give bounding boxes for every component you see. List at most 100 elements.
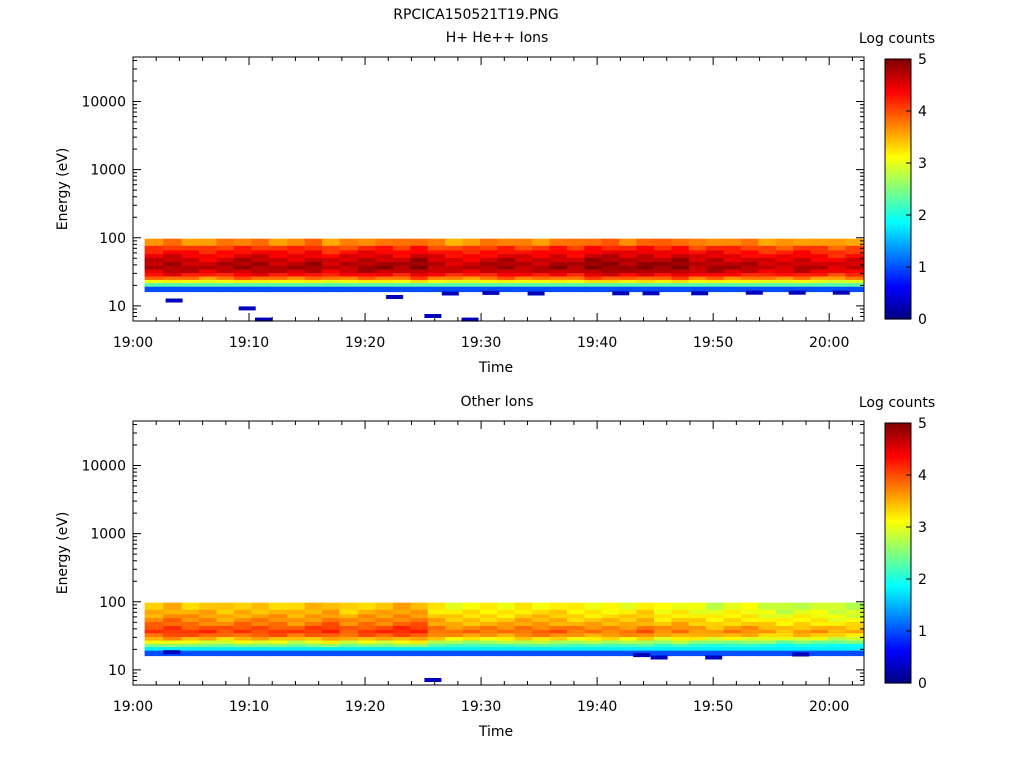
colorbar-segment (885, 251, 911, 255)
heatmap-cell (549, 238, 569, 246)
heatmap-cell (410, 261, 430, 266)
colorbar-segment (885, 92, 911, 96)
colorbar-tick-label: 1 (918, 260, 927, 276)
colorbar-segment (885, 228, 911, 232)
heatmap-cell (233, 632, 253, 637)
heatmap-cell (532, 286, 552, 293)
heatmap-cell (304, 640, 324, 644)
heatmap-cell (445, 282, 465, 287)
colorbar-segment (885, 259, 911, 263)
heatmap-cell (479, 650, 499, 657)
heatmap-cell (688, 253, 708, 258)
heatmap-cell (601, 282, 621, 287)
heatmap-cell (636, 625, 656, 630)
heatmap-cell (358, 268, 378, 273)
heatmap-cell (601, 257, 621, 262)
heatmap-cell (375, 261, 395, 266)
heatmap-cell (339, 238, 359, 246)
heatmap-cell (793, 636, 813, 641)
heatmap-cell (584, 245, 604, 251)
heatmap-cell (358, 253, 378, 258)
heatmap-cell (688, 632, 708, 637)
heatmap-cell (514, 238, 534, 246)
heatmap-cell (723, 621, 743, 626)
colorbar-tick-label: 0 (918, 312, 927, 328)
heatmap-cell (828, 268, 848, 273)
heatmap-cell (775, 257, 795, 262)
heatmap-cell (654, 621, 674, 626)
heatmap-cell (322, 636, 342, 641)
heatmap-cell (339, 265, 359, 270)
heatmap-cell (410, 609, 430, 615)
heatmap-cell (427, 643, 447, 648)
colorbar-segment (885, 495, 911, 499)
heatmap-cell (741, 282, 761, 287)
heatmap-cell (462, 265, 482, 270)
heatmap-cell (828, 279, 848, 284)
heatmap-cell (358, 282, 378, 287)
heatmap-cell (845, 253, 865, 258)
heatmap-cell (233, 646, 253, 651)
heatmap-cell (810, 257, 830, 262)
heatmap-cell (567, 650, 587, 657)
heatmap-cell (462, 629, 482, 634)
heatmap-cell (479, 621, 499, 626)
colorbar-segment (885, 303, 911, 307)
colorbar-segment (885, 144, 911, 148)
heatmap-cell (445, 279, 465, 284)
heatmap-cell (828, 265, 848, 270)
heatmap-cell (392, 643, 412, 648)
heatmap-cell (358, 613, 378, 619)
heatmap-cell (427, 245, 447, 251)
heatmap-cell (810, 602, 830, 610)
heatmap-cell (216, 650, 236, 657)
heatmap-cell (688, 261, 708, 266)
heatmap-cell (723, 617, 743, 622)
heatmap-cell (181, 282, 201, 287)
colorbar-segment (885, 636, 911, 640)
colorbar-segment (885, 581, 911, 585)
heatmap-cell (741, 629, 761, 634)
colorbar-tick-label: 4 (918, 104, 927, 120)
colorbar-segment (885, 150, 911, 154)
heatmap-cell (462, 643, 482, 648)
heatmap-cell (375, 617, 395, 622)
colorbar-frame (884, 422, 912, 684)
heatmap-cell (636, 643, 656, 648)
heatmap-cell (181, 238, 201, 246)
heatmap-cell (567, 272, 587, 277)
heatmap-cell (741, 636, 761, 641)
heatmap-cell (445, 629, 465, 634)
heatmap-cell (375, 268, 395, 273)
heatmap-cell (287, 621, 307, 626)
heatmap-cell (479, 609, 499, 615)
heatmap-cell (828, 238, 848, 246)
heatmap-cell (514, 640, 534, 644)
heatmap-cell (758, 265, 778, 270)
heatmap-cell (268, 282, 288, 287)
heatmap-cell (410, 613, 430, 619)
heatmap-cell (567, 602, 587, 610)
heatmap-cell (322, 602, 342, 610)
heatmap-cell (427, 646, 447, 651)
heatmap-cell (601, 245, 621, 251)
heatmap-cell (810, 636, 830, 641)
heatmap-cell (532, 646, 552, 651)
heatmap-cell (758, 636, 778, 641)
heatmap-cell (532, 257, 552, 262)
colorbar-segment (885, 222, 911, 226)
colorbar-segment (885, 82, 911, 86)
colorbar-segment (885, 503, 911, 507)
x-axis-label: Time (478, 724, 513, 740)
heatmap-cell (845, 643, 865, 648)
heatmap-cell (828, 257, 848, 262)
heatmap-cell (793, 238, 813, 246)
colorbar-segment (885, 657, 911, 661)
heatmap-cell (358, 276, 378, 280)
heatmap-cell (427, 636, 447, 641)
heatmap-cell (532, 253, 552, 258)
heatmap-cell (497, 650, 517, 657)
colorbar-segment (885, 103, 911, 107)
heatmap-cell (181, 257, 201, 262)
heatmap-cell (181, 625, 201, 630)
